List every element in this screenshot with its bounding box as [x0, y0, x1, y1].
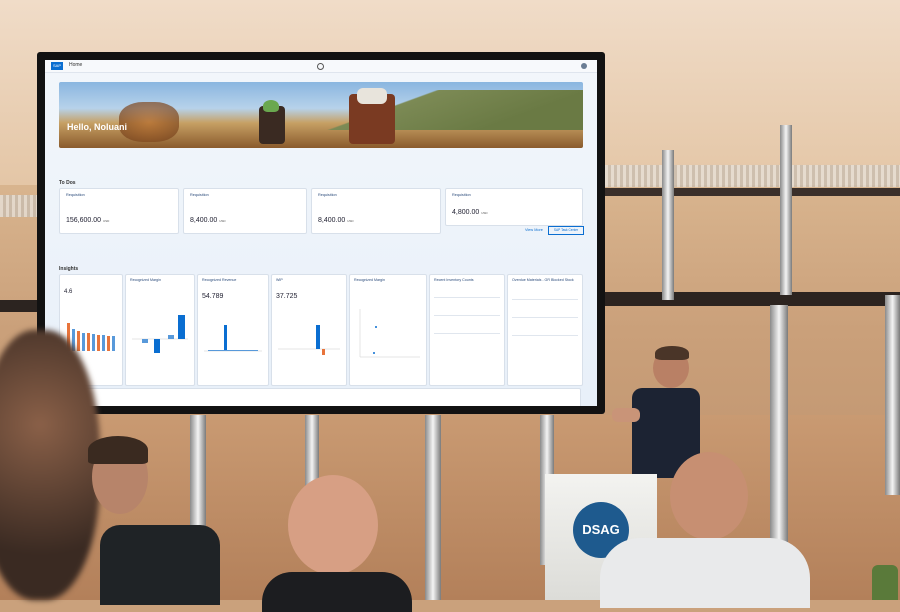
sap-task-center-button[interactable]: SAP Task Center	[548, 226, 584, 235]
insight-card[interactable]: Overdue Materials - GR Blocked Stock	[507, 274, 583, 386]
todo-card-amount: 8,400.00 USD	[318, 217, 354, 224]
todo-card[interactable]: Requisition 4,800.00 USD	[445, 188, 583, 226]
audience-body-white-shirt	[600, 538, 810, 608]
bar-chart	[204, 325, 262, 352]
chrome-pillar	[770, 305, 788, 570]
insight-card[interactable]: Recognized Margin	[349, 274, 427, 386]
water-bottle	[872, 565, 898, 600]
speaker-hands	[612, 408, 640, 422]
wall-ledge-left	[0, 300, 40, 312]
todo-card-title: Requisition	[66, 193, 85, 197]
insight-card[interactable]: Recognized Margin	[125, 274, 195, 386]
insight-card[interactable]: WIP 37.725	[271, 274, 347, 386]
vent-grille	[605, 165, 900, 187]
list-divider	[434, 333, 500, 334]
view-more-link[interactable]: View More	[525, 228, 543, 232]
screen-stand-leg	[305, 415, 319, 495]
home-label[interactable]: Home	[69, 62, 83, 68]
todo-section-title: To Dos	[59, 180, 76, 186]
bar-chart	[278, 325, 340, 355]
todo-card-title: Requisition	[452, 193, 471, 197]
wall-ledge	[605, 292, 900, 306]
todo-card-amount: 156,600.00 USD	[66, 217, 110, 224]
speaker-hair	[655, 346, 689, 360]
banner-goggles	[357, 88, 387, 104]
scatter-chart	[359, 309, 420, 358]
todo-card[interactable]: Requisition 156,600.00 USD	[59, 188, 179, 234]
screen-stand-leg	[425, 415, 441, 600]
insight-title: WIP	[276, 278, 283, 282]
next-cards-row	[59, 388, 581, 406]
banner-figure	[259, 106, 285, 144]
todo-card[interactable]: Requisition 8,400.00 USD	[311, 188, 441, 234]
todo-card-amount: 4,800.00 USD	[452, 209, 488, 216]
list-divider	[434, 315, 500, 316]
audience-head-blurred	[0, 330, 100, 600]
welcome-banner: Hello, Noluani	[59, 82, 583, 148]
kpi-value: 37.725	[276, 293, 298, 300]
shell-bar: SAP Home	[45, 60, 597, 73]
list-divider	[512, 317, 578, 318]
bar-chart	[67, 323, 115, 351]
list-divider	[512, 299, 578, 300]
kpi-value: 54.789	[202, 293, 224, 300]
todo-card-amount: 8,400.00 USD	[190, 217, 226, 224]
chrome-pillar	[885, 295, 900, 495]
search-icon[interactable]	[317, 63, 324, 70]
display-screen: SAP Home Hello, Noluani To Dos Requisiti…	[45, 60, 597, 406]
insight-card[interactable]: Recent Inventory Counts	[429, 274, 505, 386]
audience-head	[670, 452, 748, 540]
chrome-pillar	[662, 150, 674, 300]
todo-card[interactable]: Requisition 8,400.00 USD	[183, 188, 307, 234]
audience-head-bald	[288, 475, 378, 575]
list-divider	[434, 297, 500, 298]
banner-helmet	[263, 100, 279, 112]
wall-rail	[605, 188, 900, 196]
waterfall-chart	[132, 315, 188, 353]
insight-title: Recognized Margin	[130, 278, 161, 282]
list-divider	[512, 335, 578, 336]
banner-tree	[119, 102, 179, 142]
chrome-pillar	[780, 125, 792, 295]
vent-grille-left	[0, 195, 40, 217]
sap-logo[interactable]: SAP	[51, 62, 63, 70]
audience-body	[262, 572, 412, 612]
audience-body	[100, 525, 220, 605]
insights-section-title: Insights	[59, 266, 79, 272]
insight-title: Recent Inventory Counts	[434, 278, 474, 282]
insight-card[interactable]: Recognized Revenue 54.789	[197, 274, 269, 386]
insight-title: Recognized Margin	[354, 278, 385, 282]
todo-card-title: Requisition	[318, 193, 337, 197]
avatar[interactable]	[581, 63, 587, 69]
insight-title: Overdue Materials - GR Blocked Stock	[512, 278, 574, 282]
greeting-text: Hello, Noluani	[67, 122, 128, 132]
audience-hair	[88, 436, 148, 464]
todo-card-title: Requisition	[190, 193, 209, 197]
kpi-value: 4.6	[64, 289, 73, 295]
insight-title: Recognized Revenue	[202, 278, 237, 282]
